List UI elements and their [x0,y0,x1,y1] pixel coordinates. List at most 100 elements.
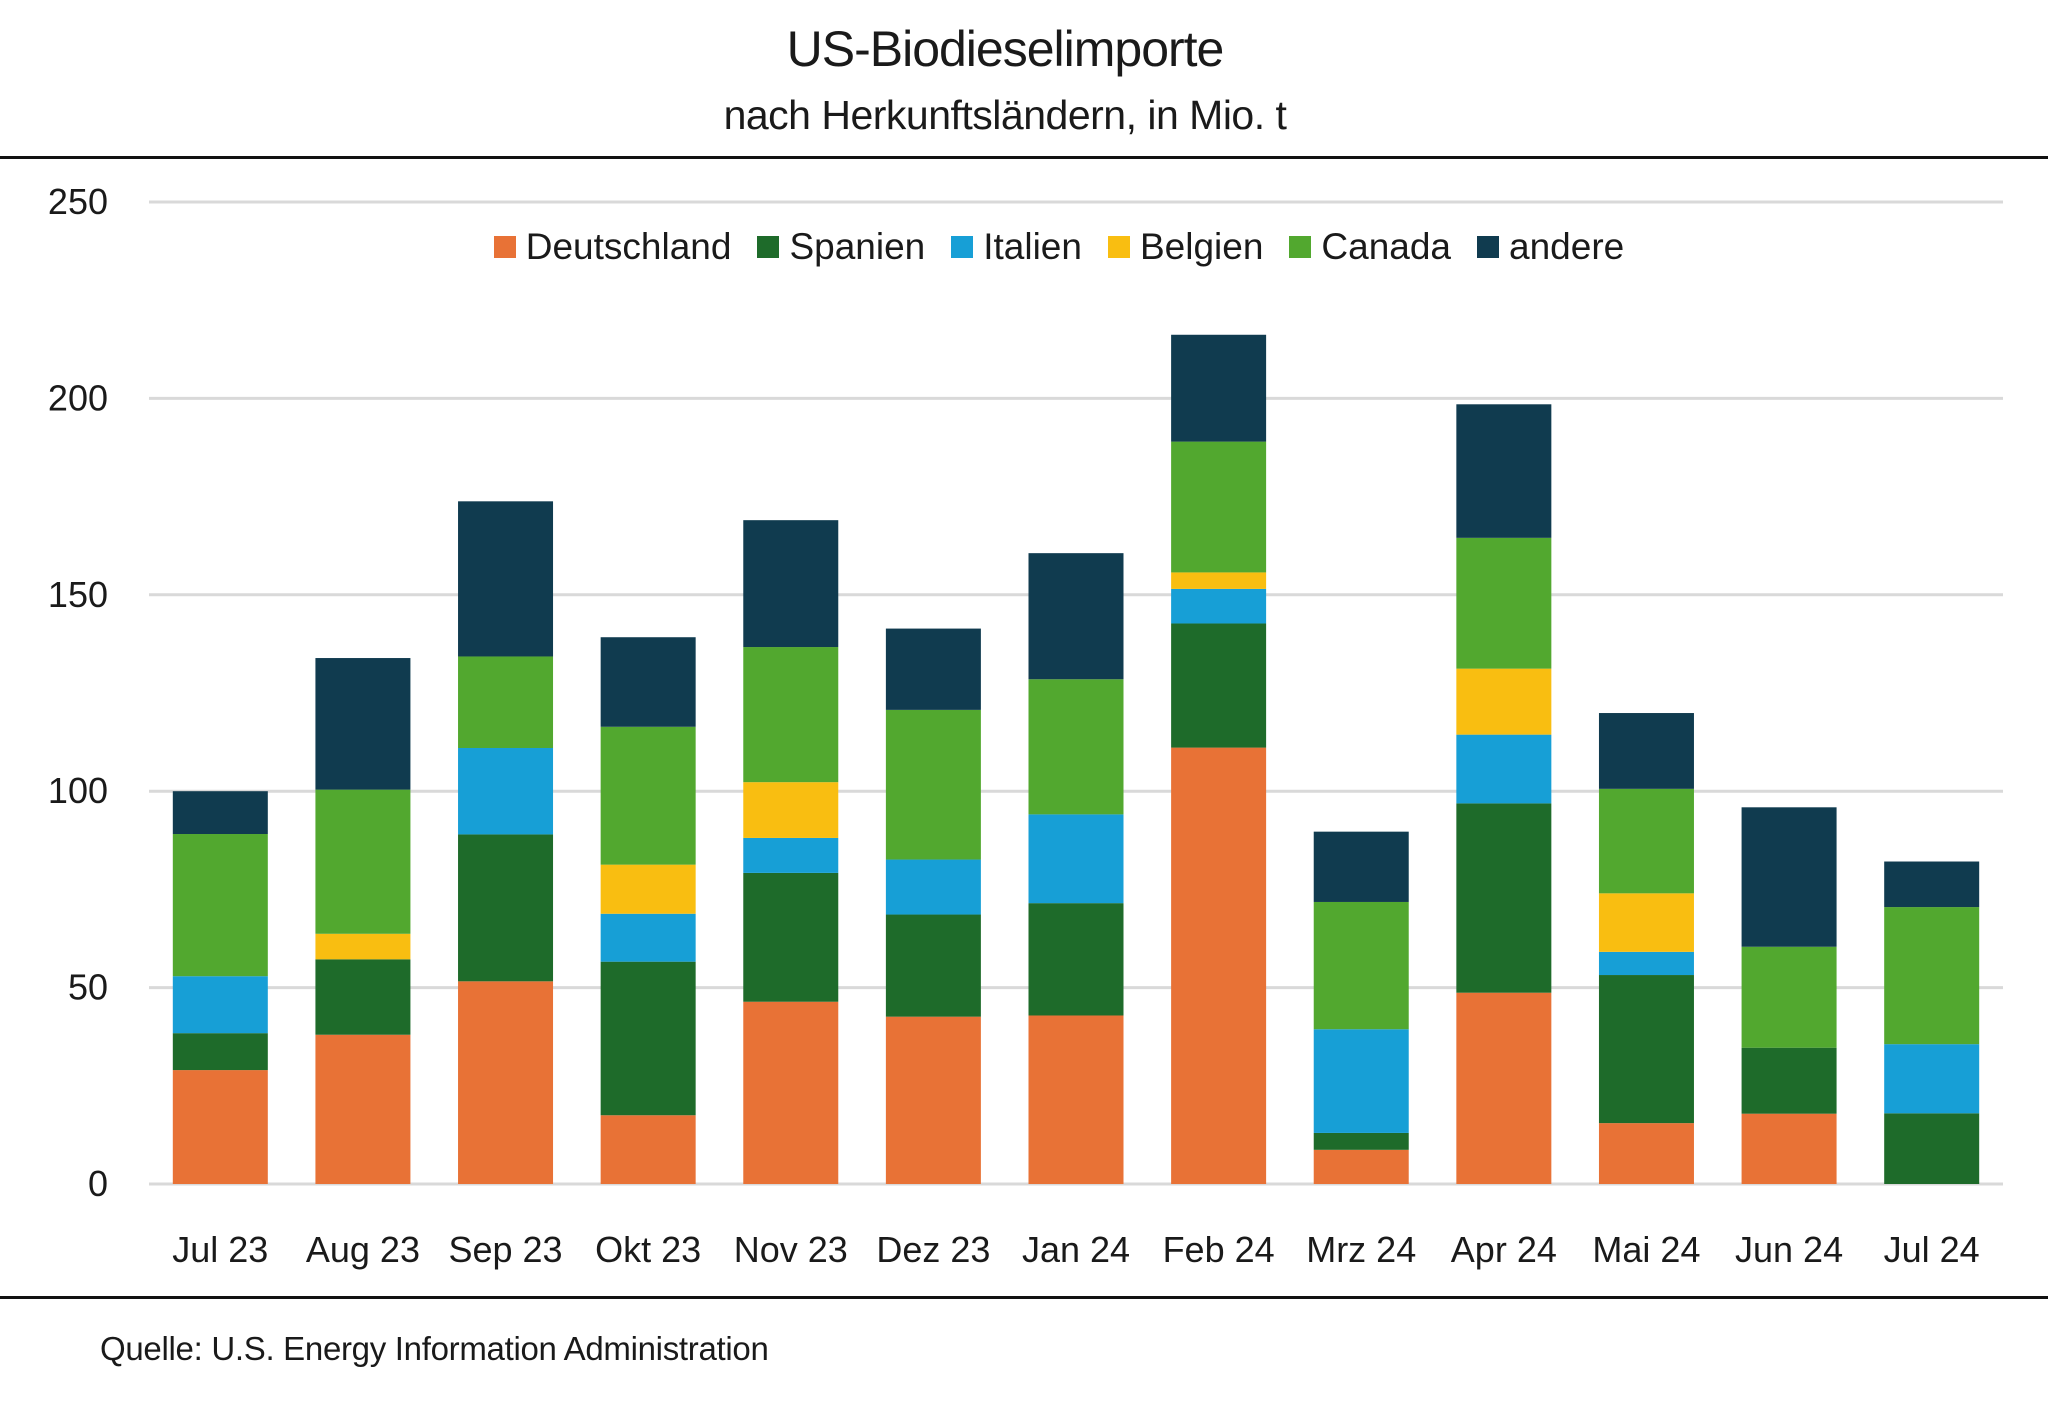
legend-item-deutschland: Deutschland [493,226,731,268]
bar-stack [1598,713,1694,1184]
bar-segment-canada [1741,946,1837,1048]
bar-segment-canada [743,647,839,783]
bar-segment-spanien [743,872,839,1002]
bar-segment-spanien [1028,903,1124,1016]
bar-stack [172,791,268,1184]
bar-segment-spanien [1741,1047,1837,1114]
bar-segment-italien [172,976,268,1034]
legend-label: andere [1509,226,1625,267]
bar-segment-andere [1884,861,1980,908]
bar-segment-deutschland [1171,747,1267,1184]
bar-segment-andere [600,637,696,727]
bar-segment-italien [1598,951,1694,976]
bar-stack [885,628,981,1184]
bar-segment-andere [885,628,981,710]
x-tick-label: Sep 23 [448,1229,562,1270]
bar-stack [1313,831,1409,1184]
y-tick-label: 100 [48,770,108,811]
legend-item-spanien: Spanien [757,226,925,268]
bar-segment-deutschland [885,1016,981,1184]
legend-swatch [1107,236,1130,258]
bar-segment-andere [1598,713,1694,789]
legend-item-canada: Canada [1289,226,1451,268]
y-tick-label: 0 [88,1163,108,1204]
bar-segment-italien [1456,734,1552,804]
bar-segment-deutschland [315,1034,411,1184]
bar-segment-canada [172,834,268,977]
y-axis-ticks: 0 50 100 150 200 250 [48,181,108,1204]
legend-item-belgien: Belgien [1107,226,1264,268]
bar-segment-spanien [458,834,554,982]
legend-swatch [1289,236,1312,258]
bar-stack [1884,861,1980,1184]
chart-title: US-Biodieselimporte [786,21,1225,77]
x-tick-label: Jun 24 [1735,1229,1843,1270]
bar-segment-spanien [172,1033,268,1071]
y-tick-label: 50 [68,967,108,1008]
x-tick-label: Dez 23 [876,1229,990,1270]
x-axis-ticks: Jul 23 Aug 23 Sep 23 Okt 23 Nov 23 Dez 23 Jan … [172,1229,1979,1270]
bar-segment-deutschland [458,981,554,1184]
bar-segment-deutschland [1741,1113,1837,1184]
bar-stack [1028,553,1124,1184]
bar-segment-belgien [315,933,411,960]
bar-stack [743,520,839,1184]
y-tick-label: 150 [48,574,108,615]
bar-segment-andere [1741,807,1837,947]
bar-segment-belgien [600,864,696,914]
bar-stack [1456,404,1552,1184]
bar-segment-italien [885,859,981,915]
x-tick-label: Jan 24 [1022,1229,1130,1270]
bar-segment-andere [1313,831,1409,902]
bar-stack [315,658,411,1184]
source-note: Quelle: U.S. Energy Information Administ… [100,1330,769,1367]
bar-segment-deutschland [1598,1123,1694,1184]
legend-label: Belgien [1139,226,1264,267]
bar-segment-belgien [743,782,839,838]
bar-segment-canada [1456,537,1552,669]
bar-segment-italien [743,837,839,873]
bar-stack [1741,807,1837,1184]
bar-segment-canada [600,726,696,865]
x-tick-label: Jul 24 [1884,1229,1980,1270]
bar-segment-canada [1171,441,1267,573]
bottom-divider [0,1296,2048,1299]
bar-segment-italien [1884,1044,1980,1114]
legend-label: Canada [1321,226,1452,267]
bar-stack [1171,334,1267,1184]
bar-segment-canada [315,789,411,934]
bar-segment-italien [1028,814,1124,904]
bar-segment-spanien [1171,623,1267,748]
legend-swatch [951,236,974,258]
legend-item-andere: andere [1477,226,1624,268]
bar-segment-spanien [1456,803,1552,993]
bar-segment-canada [1884,907,1980,1045]
bar-segment-spanien [885,914,981,1017]
bar-segment-andere [172,791,268,835]
bar-segment-deutschland [1028,1015,1124,1184]
bar-segment-canada [1313,901,1409,1030]
bar-segment-italien [1171,588,1267,624]
legend-swatch [1477,236,1500,258]
bar-segment-spanien [1598,975,1694,1124]
bar-segment-canada [458,656,554,748]
bar-segment-andere [1028,553,1124,680]
bar-stack [458,501,554,1184]
bar-segment-spanien [600,961,696,1116]
legend-swatch [757,236,780,258]
y-tick-label: 200 [48,377,108,418]
bar-segment-italien [458,747,554,835]
bar-segment-andere [1456,404,1552,538]
bar-segment-italien [1313,1029,1409,1133]
bar-segment-spanien [1313,1132,1409,1150]
bar-segment-andere [743,520,839,648]
x-tick-label: Apr 24 [1451,1229,1557,1270]
bar-segment-deutschland [743,1001,839,1184]
bar-segment-belgien [1171,572,1267,589]
chart-subtitle: nach Herkunftsländern, in Mio. t [723,92,1287,138]
bar-segment-spanien [1884,1113,1980,1184]
x-tick-label: Jul 23 [172,1229,268,1270]
x-tick-label: Mai 24 [1592,1229,1700,1270]
bar-segment-italien [600,913,696,962]
